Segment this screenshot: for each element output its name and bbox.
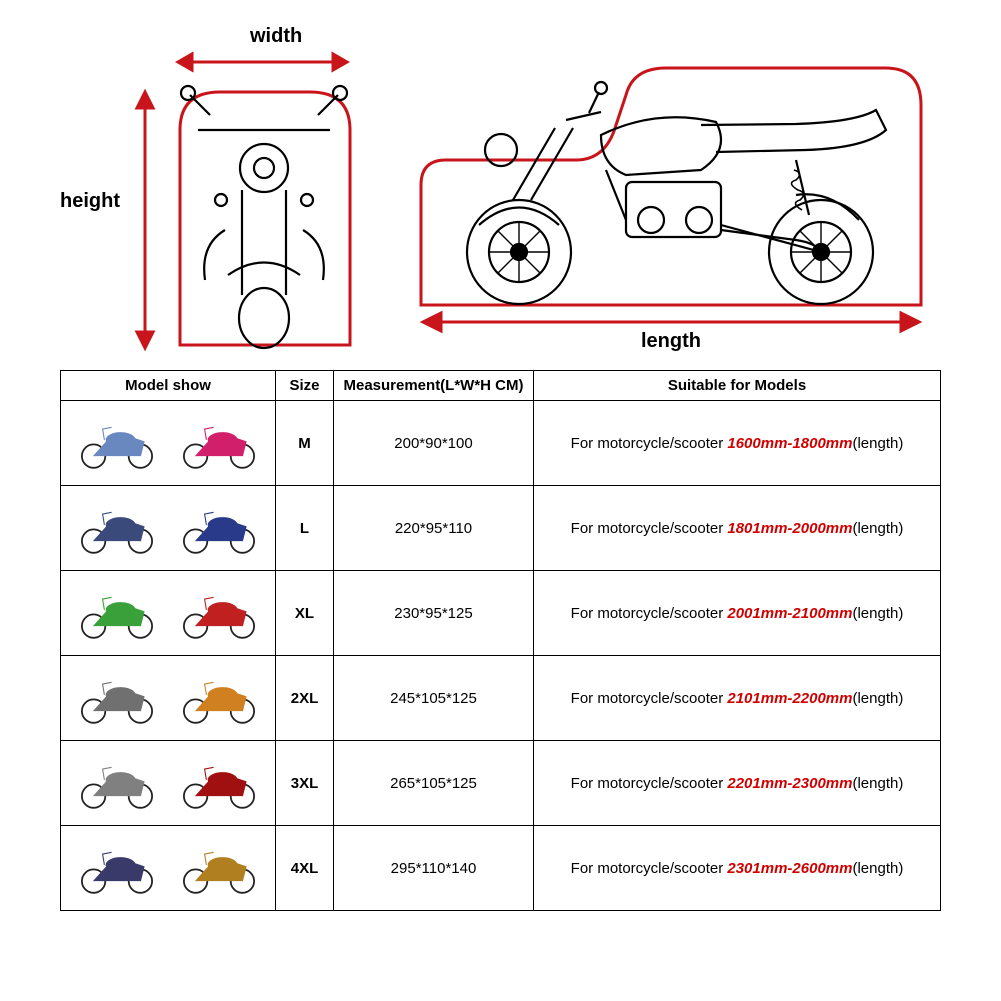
suitable-range: 1801mm-2000mm (727, 520, 852, 537)
model-thumb-icon (174, 501, 264, 556)
size-cell: XL (276, 571, 334, 656)
table-row: 3XL265*105*125For motorcycle/scooter 220… (61, 741, 941, 826)
model-thumb-icon (174, 586, 264, 641)
header-size: Size (276, 371, 334, 401)
suitable-prefix: For motorcycle/scooter (571, 860, 728, 877)
table-row: 2XL245*105*125For motorcycle/scooter 210… (61, 656, 941, 741)
suitable-suffix: (length) (852, 775, 903, 792)
model-thumb-icon (174, 756, 264, 811)
model-thumb-icon (72, 416, 162, 471)
measurement-cell: 265*105*125 (334, 741, 534, 826)
suitable-cell: For motorcycle/scooter 2101mm-2200mm(len… (534, 656, 941, 741)
model-thumb-icon (72, 841, 162, 896)
size-table: Model show Size Measurement(L*W*H CM) Su… (60, 370, 941, 911)
side-view-diagram: length (401, 20, 941, 360)
model-show-cell (61, 401, 276, 486)
model-show-cell (61, 486, 276, 571)
suitable-cell: For motorcycle/scooter 2001mm-2100mm(len… (534, 571, 941, 656)
suitable-cell: For motorcycle/scooter 1600mm-1800mm(len… (534, 401, 941, 486)
suitable-prefix: For motorcycle/scooter (571, 605, 728, 622)
suitable-range: 2001mm-2100mm (727, 605, 852, 622)
suitable-suffix: (length) (852, 690, 903, 707)
measurement-cell: 230*95*125 (334, 571, 534, 656)
model-thumb-icon (72, 501, 162, 556)
table-row: M200*90*100For motorcycle/scooter 1600mm… (61, 401, 941, 486)
model-thumb-icon (174, 841, 264, 896)
dimension-diagrams: width height (60, 20, 941, 360)
measurement-cell: 200*90*100 (334, 401, 534, 486)
suitable-range: 2101mm-2200mm (727, 690, 852, 707)
suitable-cell: For motorcycle/scooter 2201mm-2300mm(len… (534, 741, 941, 826)
suitable-suffix: (length) (852, 860, 903, 877)
table-row: XL230*95*125For motorcycle/scooter 2001m… (61, 571, 941, 656)
suitable-range: 2301mm-2600mm (727, 860, 852, 877)
model-thumb-icon (174, 416, 264, 471)
suitable-cell: For motorcycle/scooter 2301mm-2600mm(len… (534, 826, 941, 911)
suitable-prefix: For motorcycle/scooter (571, 775, 728, 792)
measurement-cell: 220*95*110 (334, 486, 534, 571)
suitable-suffix: (length) (852, 435, 903, 452)
size-cell: M (276, 401, 334, 486)
side-view-svg (401, 20, 941, 360)
suitable-range: 1600mm-1800mm (727, 435, 852, 452)
suitable-range: 2201mm-2300mm (727, 775, 852, 792)
suitable-prefix: For motorcycle/scooter (571, 690, 728, 707)
model-thumb-icon (174, 671, 264, 726)
suitable-suffix: (length) (852, 520, 903, 537)
length-label: length (641, 330, 701, 353)
size-cell: 3XL (276, 741, 334, 826)
suitable-suffix: (length) (852, 605, 903, 622)
model-show-cell (61, 826, 276, 911)
measurement-cell: 295*110*140 (334, 826, 534, 911)
table-row: 4XL295*110*140For motorcycle/scooter 230… (61, 826, 941, 911)
header-measurement: Measurement(L*W*H CM) (334, 371, 534, 401)
model-show-cell (61, 571, 276, 656)
header-model: Model show (61, 371, 276, 401)
model-thumb-icon (72, 671, 162, 726)
front-view-diagram: width height (60, 20, 360, 360)
table-row: L220*95*110For motorcycle/scooter 1801mm… (61, 486, 941, 571)
size-cell: 2XL (276, 656, 334, 741)
size-cell: 4XL (276, 826, 334, 911)
width-label: width (250, 25, 302, 48)
model-show-cell (61, 656, 276, 741)
measurement-cell: 245*105*125 (334, 656, 534, 741)
size-cell: L (276, 486, 334, 571)
suitable-prefix: For motorcycle/scooter (571, 520, 728, 537)
suitable-cell: For motorcycle/scooter 1801mm-2000mm(len… (534, 486, 941, 571)
header-suitable: Suitable for Models (534, 371, 941, 401)
table-header-row: Model show Size Measurement(L*W*H CM) Su… (61, 371, 941, 401)
model-thumb-icon (72, 586, 162, 641)
suitable-prefix: For motorcycle/scooter (571, 435, 728, 452)
model-show-cell (61, 741, 276, 826)
model-thumb-icon (72, 756, 162, 811)
height-label: height (60, 190, 120, 213)
